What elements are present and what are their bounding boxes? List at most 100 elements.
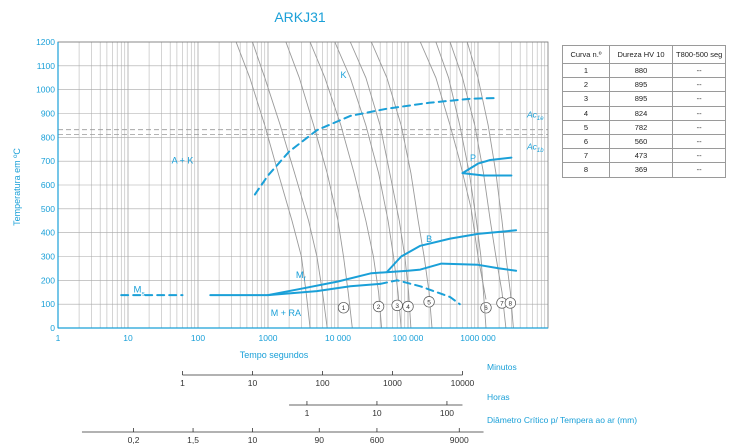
cooling-curve-marker-5 — [423, 296, 435, 308]
x-tick-label: 1000 — [259, 333, 278, 343]
y-tick-label: 1000 — [36, 85, 55, 95]
y-tick-label: 600 — [41, 180, 55, 190]
table-cell: 369 — [609, 162, 673, 178]
reference-lines: Ac1e Ac1b — [58, 110, 548, 154]
secondary-axis-tick-label: 1 — [180, 378, 185, 388]
secondary-axis-tick-label: 100 — [315, 378, 329, 388]
region-label: K — [341, 70, 347, 80]
x-tick-label: 100 000 — [393, 333, 424, 343]
transformation-line-martensite-low — [267, 282, 382, 297]
cooling-curve-marker-3 — [391, 299, 403, 312]
secondary-axis-label-1: Horas — [487, 392, 510, 402]
chart-title: ARKJ31 — [274, 9, 326, 25]
table-cell: 1 — [562, 62, 610, 79]
table-cell: 2 — [562, 77, 610, 93]
table-cell: 824 — [609, 105, 673, 121]
table-cell: 473 — [609, 148, 673, 164]
secondary-axis-label-0: Minutos — [487, 362, 517, 372]
secondary-axis-tick-label: 9000 — [450, 435, 469, 444]
cooling-curve-3 — [334, 41, 402, 329]
cooling-curve-unlabeled-9 — [235, 41, 311, 329]
y-tick-label: 700 — [41, 156, 55, 166]
cooling-curve-2 — [309, 41, 383, 329]
grid — [57, 41, 548, 329]
table-cell: 895 — [609, 91, 673, 107]
secondary-axis-tick-label: 1,5 — [187, 435, 199, 444]
subscript: f — [304, 276, 306, 283]
table-cell: 5 — [562, 119, 610, 135]
secondary-axis-tick-label: 1 — [305, 408, 310, 418]
cooling-curve-label-4: 4 — [406, 304, 410, 311]
table-clip: Curva n.º Dureza HV 10 T800-500 seg 1 880 --… — [562, 40, 731, 200]
region-label: B — [426, 234, 432, 244]
table-cell: -- — [671, 77, 727, 93]
transformation-line-pearlite-end — [461, 172, 513, 177]
secondary-axis-tick-label: 0,2 — [128, 435, 140, 444]
table-row: 6 560 -- — [562, 133, 727, 150]
cooling-curve-marker-8 — [504, 297, 517, 309]
ms-label: Ms — [134, 284, 146, 297]
subscript: s — [141, 290, 145, 297]
secondary-axis-label-2: Diâmetro Crítico p/ Tempera ao ar (mm) — [487, 415, 637, 425]
table-cell: -- — [671, 105, 727, 121]
hardness-table: Curva n.º Dureza HV 10 T800-500 seg 1 880 --… — [562, 45, 727, 178]
cooling-curve-7 — [449, 41, 507, 329]
y-tick-label: 900 — [41, 109, 55, 119]
secondary-axes: 1 10 100 1000 10000 Minutos 1 10 100 Horas 0,2 1,5 1… — [81, 362, 637, 444]
secondary-axis-tick-label: 10 — [372, 408, 382, 418]
table-cell: -- — [671, 62, 727, 79]
table-header-cell: Curva n.º — [562, 45, 610, 64]
table-row: 5 782 -- — [562, 119, 727, 135]
table-row: 4 824 -- — [562, 105, 727, 121]
x-tick-label: 10 000 — [325, 333, 351, 343]
reference-label-ac1b: Ac1b — [526, 141, 544, 154]
cooling-curve-label-3: 3 — [395, 303, 399, 310]
cooling-curve-label-1: 1 — [342, 305, 346, 312]
y-tick-label: 500 — [41, 204, 55, 214]
x-axis-label: Tempo segundos — [240, 350, 309, 360]
y-tick-label: 1100 — [37, 61, 56, 71]
y-tick-label: 200 — [41, 275, 55, 285]
table-cell: -- — [671, 133, 727, 150]
transformation-line-mf-dash — [379, 279, 461, 306]
y-tick-label: 400 — [41, 228, 55, 238]
cooling-curve-marker-2 — [372, 300, 385, 313]
region-label: M + RA — [271, 308, 301, 318]
cooling-curve-5 — [370, 41, 433, 329]
y-tick-label: 1200 — [36, 37, 55, 47]
cooling-curve-label-2: 2 — [377, 304, 381, 311]
table-cell: -- — [671, 91, 727, 107]
table-cell: -- — [671, 162, 727, 178]
y-tick-label: 800 — [41, 132, 55, 142]
y-tick-label: 300 — [41, 252, 55, 262]
x-tick-label: 1000 000 — [460, 333, 496, 343]
table-body: 1 880 -- 2 895 -- 3 895 -- 4 824 -- 5 782 -- 6 560 -- 7 473… — [562, 62, 727, 178]
table-row: 8 369 -- — [562, 162, 727, 178]
cooling-curve-marker-6 — [480, 302, 492, 314]
region-labels: A + K K P B M + RA Ms Mf — [134, 70, 477, 318]
region-label: P — [470, 153, 476, 163]
table-cell: 560 — [609, 133, 673, 150]
table-cell: 6 — [562, 133, 610, 150]
table-header-cell: T800-500 seg — [671, 45, 727, 64]
transformation-line-pearlite-start — [461, 156, 513, 175]
transformation-line-bainite-start — [267, 262, 518, 297]
secondary-axis-tick-label: 100 — [440, 408, 454, 418]
table-header-cell: Dureza HV 10 — [609, 45, 673, 64]
y-axis-label: Temperatura em ºC — [12, 148, 22, 226]
table-row: 1 880 -- — [562, 62, 727, 79]
x-tick-label: 1 — [56, 333, 61, 343]
x-tick-label: 100 — [191, 333, 205, 343]
secondary-axis-tick-label: 1000 — [383, 378, 402, 388]
cooling-curve-label-5: 5 — [427, 299, 431, 306]
cooling-curve-8 — [466, 41, 514, 329]
y-tick-label: 0 — [50, 323, 55, 333]
reference-label-ac1e: Ac1e — [526, 110, 544, 123]
region-label: A + K — [172, 156, 194, 166]
reference-label-sub: 1b — [537, 148, 544, 154]
transformation-line-k — [253, 97, 497, 196]
transformation-line-bainite-end — [385, 229, 518, 273]
mf-label: Mf — [296, 270, 306, 283]
table-cell: 7 — [562, 148, 610, 164]
